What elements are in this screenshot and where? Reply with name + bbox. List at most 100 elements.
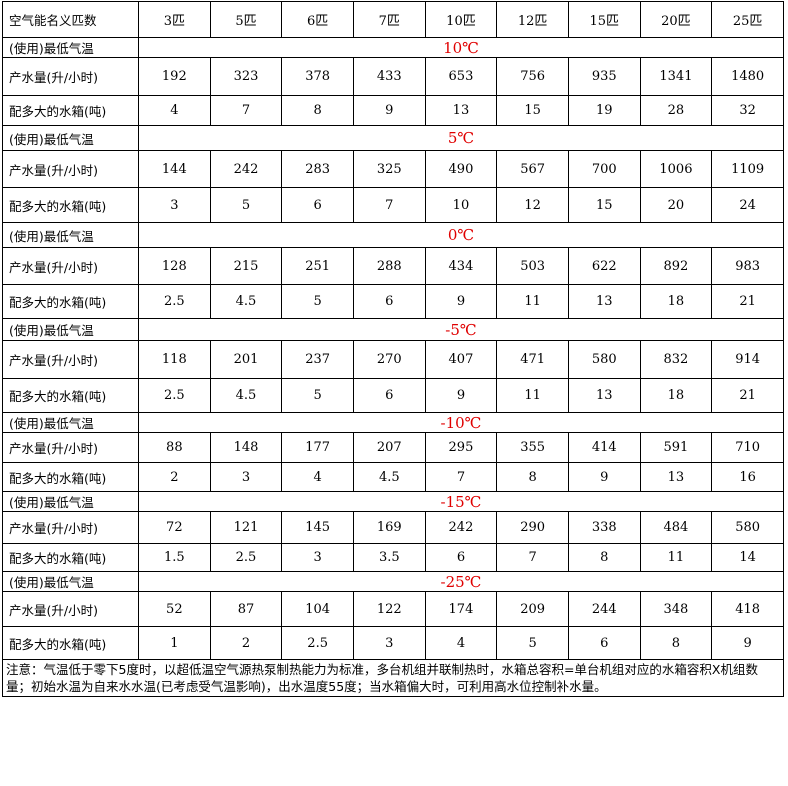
value-cell: 378 bbox=[281, 57, 354, 96]
value-cell: 16 bbox=[711, 462, 784, 492]
value-cell: 355 bbox=[496, 432, 569, 463]
value-cell: 591 bbox=[639, 432, 713, 463]
value-cell: 1 bbox=[138, 626, 211, 660]
value-cell: 434 bbox=[424, 247, 498, 285]
value-cell: 4.5 bbox=[209, 284, 283, 319]
value-cell: 484 bbox=[639, 511, 713, 544]
value-cell: 3 bbox=[209, 462, 283, 492]
header-cell: 空气能名义匹数 bbox=[2, 1, 139, 38]
value-cell: 242 bbox=[424, 511, 498, 544]
data-row: 产水量(升/小时) 88 148 177 207 295 355 414 591 710 bbox=[2, 432, 784, 463]
value-cell: 242 bbox=[209, 150, 283, 188]
value-cell: 122 bbox=[352, 591, 426, 627]
value-cell: 13 bbox=[424, 95, 498, 126]
temp-label: (使用)最低气温 bbox=[2, 412, 139, 433]
value-cell: 5 bbox=[281, 284, 354, 319]
value-cell: 88 bbox=[138, 432, 211, 463]
value-cell: 177 bbox=[281, 432, 354, 463]
value-cell: 8 bbox=[281, 95, 354, 126]
value-cell: 15 bbox=[567, 187, 641, 223]
value-cell: 9 bbox=[424, 284, 498, 319]
data-row: 产水量(升/小时) 52 87 104 122 174 209 244 348 418 bbox=[2, 591, 784, 627]
value-cell: 1480 bbox=[711, 57, 784, 96]
value-cell: 7 bbox=[424, 462, 498, 492]
value-cell: 5 bbox=[281, 378, 354, 413]
value-cell: 32 bbox=[711, 95, 784, 126]
temp-label: (使用)最低气温 bbox=[2, 37, 139, 58]
value-cell: 4.5 bbox=[209, 378, 283, 413]
value-cell: 128 bbox=[138, 247, 211, 285]
value-cell: 832 bbox=[639, 340, 713, 379]
value-cell: 503 bbox=[496, 247, 569, 285]
value-cell: 471 bbox=[496, 340, 569, 379]
row-label: 产水量(升/小时) bbox=[2, 150, 139, 188]
value-cell: 8 bbox=[496, 462, 569, 492]
data-row: 配多大的水箱(吨) 1 2 2.5 3 4 5 6 8 9 bbox=[2, 626, 784, 660]
temp-value: -5℃ bbox=[138, 318, 784, 341]
row-label: 配多大的水箱(吨) bbox=[2, 543, 139, 572]
row-label: 产水量(升/小时) bbox=[2, 247, 139, 285]
value-cell: 622 bbox=[567, 247, 641, 285]
value-cell: 414 bbox=[567, 432, 641, 463]
header-row: 空气能名义匹数 3匹 5匹 6匹 7匹 10匹 12匹 15匹 20匹 25匹 bbox=[2, 1, 784, 38]
value-cell: 935 bbox=[567, 57, 641, 96]
header-cell: 12匹 bbox=[496, 1, 569, 38]
row-label: 产水量(升/小时) bbox=[2, 591, 139, 627]
data-row: 产水量(升/小时) 144 242 283 325 490 567 700 1006 1109 bbox=[2, 150, 784, 188]
row-label: 配多大的水箱(吨) bbox=[2, 187, 139, 223]
value-cell: 3 bbox=[352, 626, 426, 660]
value-cell: 144 bbox=[138, 150, 211, 188]
temp-value: -15℃ bbox=[138, 491, 784, 512]
value-cell: 290 bbox=[496, 511, 569, 544]
value-cell: 20 bbox=[639, 187, 713, 223]
data-row: 配多大的水箱(吨) 4 7 8 9 13 15 19 28 32 bbox=[2, 95, 784, 126]
value-cell: 3.5 bbox=[352, 543, 426, 572]
value-cell: 8 bbox=[639, 626, 713, 660]
value-cell: 2 bbox=[138, 462, 211, 492]
value-cell: 244 bbox=[567, 591, 641, 627]
temp-value: 10℃ bbox=[138, 37, 784, 58]
header-cell: 20匹 bbox=[639, 1, 713, 38]
value-cell: 121 bbox=[209, 511, 283, 544]
value-cell: 9 bbox=[352, 95, 426, 126]
value-cell: 433 bbox=[352, 57, 426, 96]
value-cell: 567 bbox=[496, 150, 569, 188]
data-row: 配多大的水箱(吨) 3 5 6 7 10 12 15 20 24 bbox=[2, 187, 784, 223]
value-cell: 215 bbox=[209, 247, 283, 285]
value-cell: 192 bbox=[138, 57, 211, 96]
value-cell: 13 bbox=[567, 284, 641, 319]
value-cell: 15 bbox=[496, 95, 569, 126]
temp-row: (使用)最低气温 0℃ bbox=[2, 222, 784, 248]
value-cell: 18 bbox=[639, 378, 713, 413]
value-cell: 9 bbox=[424, 378, 498, 413]
value-cell: 11 bbox=[639, 543, 713, 572]
value-cell: 12 bbox=[496, 187, 569, 223]
value-cell: 9 bbox=[711, 626, 784, 660]
value-cell: 169 bbox=[352, 511, 426, 544]
value-cell: 2.5 bbox=[281, 626, 354, 660]
value-cell: 13 bbox=[567, 378, 641, 413]
value-cell: 2.5 bbox=[209, 543, 283, 572]
header-cell: 3匹 bbox=[138, 1, 211, 38]
value-cell: 6 bbox=[352, 284, 426, 319]
value-cell: 19 bbox=[567, 95, 641, 126]
row-label: 产水量(升/小时) bbox=[2, 57, 139, 96]
value-cell: 338 bbox=[567, 511, 641, 544]
value-cell: 104 bbox=[281, 591, 354, 627]
value-cell: 28 bbox=[639, 95, 713, 126]
temp-label: (使用)最低气温 bbox=[2, 571, 139, 592]
data-row: 配多大的水箱(吨) 2 3 4 4.5 7 8 9 13 16 bbox=[2, 462, 784, 492]
value-cell: 4 bbox=[281, 462, 354, 492]
value-cell: 8 bbox=[567, 543, 641, 572]
value-cell: 4.5 bbox=[352, 462, 426, 492]
value-cell: 237 bbox=[281, 340, 354, 379]
value-cell: 148 bbox=[209, 432, 283, 463]
value-cell: 18 bbox=[639, 284, 713, 319]
value-cell: 13 bbox=[639, 462, 713, 492]
value-cell: 145 bbox=[281, 511, 354, 544]
row-label: 配多大的水箱(吨) bbox=[2, 378, 139, 413]
value-cell: 6 bbox=[352, 378, 426, 413]
temp-value: 0℃ bbox=[138, 222, 784, 248]
data-row: 配多大的水箱(吨) 1.5 2.5 3 3.5 6 7 8 11 14 bbox=[2, 543, 784, 572]
